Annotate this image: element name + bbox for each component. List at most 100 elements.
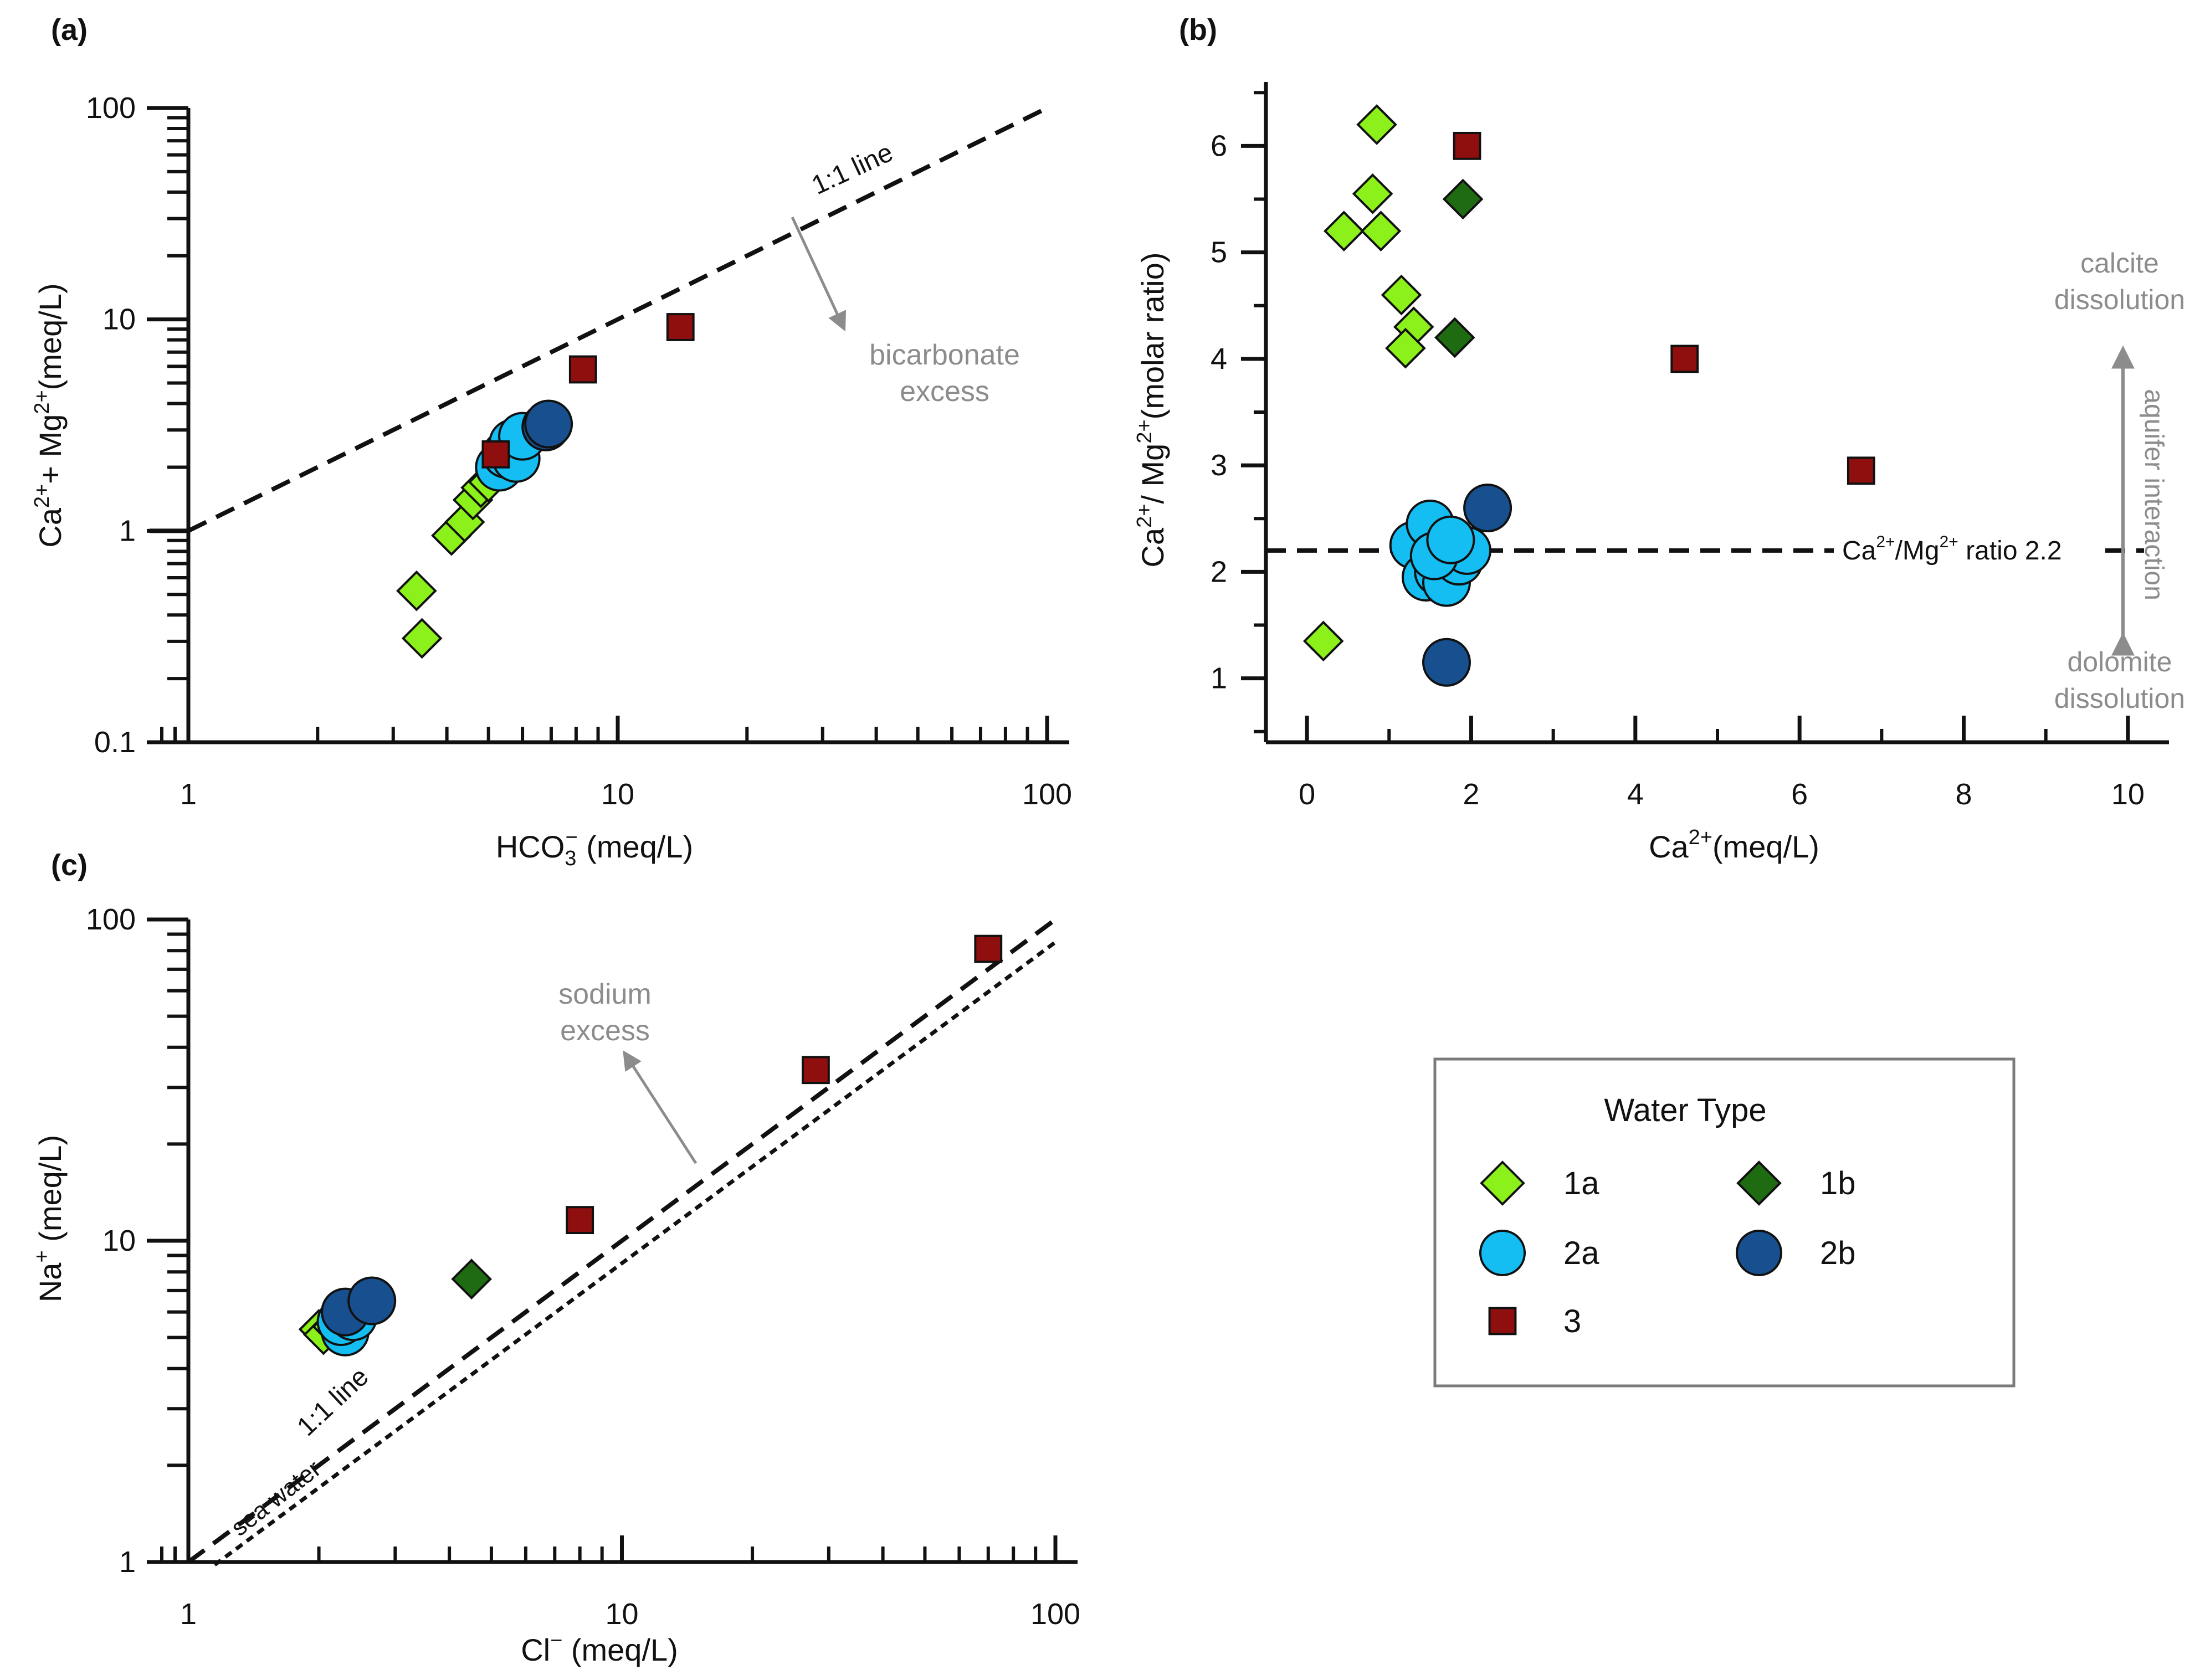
panel-b-label: (b)	[1179, 13, 1217, 47]
panel-b-x-axis-label: Ca2+(meq/L)	[1649, 826, 1819, 864]
x-tick-label: 10	[605, 1597, 638, 1631]
y-tick-label: 100	[86, 903, 136, 936]
point-1b	[1434, 317, 1475, 358]
panel-a-axes: 1 10 100 0.1 1 10 100	[86, 91, 1072, 811]
x-tick-label: 10	[601, 778, 634, 811]
point-1a	[1356, 104, 1397, 145]
legend-label-3: 3	[1563, 1303, 1581, 1339]
point-3	[566, 1206, 594, 1235]
point-3	[802, 1056, 830, 1085]
panel-b-x-label-main: Ca	[1649, 829, 1689, 864]
panel-c: (c) 1 10 100 1 10 100 1:1 line sea water sodi…	[30, 849, 1080, 1667]
y-tick-label: 10	[102, 303, 136, 336]
x-tick-label: 10	[2111, 778, 2145, 811]
legend-marker-2b	[1736, 1230, 1782, 1276]
y-tick-label: 4	[1211, 342, 1227, 376]
reference-line-1-1-line	[187, 917, 1057, 1564]
legend-label-2a: 2a	[1563, 1235, 1599, 1271]
point-1a	[1381, 274, 1422, 316]
point-2b	[524, 399, 573, 449]
label-part: Ca	[33, 507, 68, 547]
legend: Water Type 1a 1b 2a 2b 3	[1433, 1057, 2016, 1388]
point-2b	[347, 1276, 397, 1325]
panel-b-calcite-annotation: calcite dissolution	[2054, 248, 2185, 315]
label-part: Ca	[1842, 536, 1876, 566]
legend-label-2b: 2b	[1820, 1235, 1856, 1271]
label-part: + Mg	[33, 414, 68, 484]
y-tick-label: 10	[102, 1224, 136, 1257]
panel-c-points	[298, 934, 1003, 1357]
point-1a	[1302, 620, 1344, 662]
x-tick-label: 1	[180, 1597, 197, 1631]
legend-marker-2a	[1479, 1230, 1526, 1276]
panel-a-points	[396, 313, 695, 659]
legend-title: Water Type	[1604, 1092, 1766, 1128]
panel-c-x-label-sup: −	[550, 1629, 562, 1652]
y-tick-label: 0.1	[94, 726, 136, 759]
y-tick-label: 1	[1211, 662, 1227, 695]
point-3	[666, 313, 695, 341]
point-1a	[401, 618, 443, 659]
panel-b-aquifer-interaction-label: aquifer interaction	[2139, 389, 2168, 600]
legend-label-1b: 1b	[1820, 1165, 1856, 1201]
legend-marker-3	[1488, 1307, 1517, 1335]
point-3	[568, 355, 597, 384]
point-3	[1847, 456, 1875, 485]
panel-c-label: (c)	[51, 849, 88, 882]
panel-a-bicarbonate-excess-annotation: bicarbonate excess	[791, 216, 1020, 408]
label-part: 2+	[1133, 419, 1156, 443]
y-tick-label: 6	[1211, 129, 1227, 162]
panel-b-dolomite-annotation: dolomite dissolution	[2054, 646, 2185, 714]
legend-items: 1a 1b 2a 2b 3	[1479, 1160, 1856, 1339]
panel-a-label: (a)	[51, 13, 88, 47]
point-1b	[1442, 178, 1484, 220]
y-tick-label: 100	[86, 91, 136, 125]
point-2a	[1426, 515, 1475, 564]
panel-a-annotation-line-2: excess	[900, 376, 989, 408]
panel-a-x-label-sub: 3	[565, 847, 576, 870]
point-1b	[451, 1258, 492, 1299]
panel-c-annotation-line-2: excess	[560, 1015, 650, 1047]
y-tick-label: 1	[119, 1545, 136, 1579]
panel-c-reference-lines	[187, 917, 1057, 1566]
panel-a: (a) 1 10 100 0.1 1 10 100 1:1 line bicarbonate…	[30, 13, 1072, 870]
label-part: 2+	[1133, 504, 1156, 528]
panel-a-x-axis-label: HCO3− (meq/L)	[496, 826, 693, 870]
label-part: 2+	[30, 484, 54, 508]
panel-a-one-to-one-label: 1:1 line	[807, 138, 898, 201]
y-tick-label: 2	[1211, 555, 1227, 588]
panel-c-x-axis-label: Cl− (meq/L)	[521, 1629, 678, 1667]
label-part: (meq/L)	[33, 1135, 68, 1251]
panel-c-y-axis-label: Na+ (meq/L)	[30, 1135, 68, 1302]
panel-b-x-label-unit: (meq/L)	[1712, 829, 1819, 864]
point-3	[974, 934, 1003, 963]
x-tick-label: 1	[180, 778, 197, 811]
panel-a-y-axis-label: Ca2++ Mg2+(meq/L)	[30, 283, 68, 547]
legend-label-1a: 1a	[1563, 1165, 1599, 1201]
reference-line-sea-water	[213, 941, 1057, 1566]
point-1a	[396, 570, 437, 612]
point-1a	[1385, 327, 1426, 369]
panel-c-sea-water-label: sea water	[226, 1455, 326, 1542]
panel-a-annotation-arrow	[791, 216, 847, 332]
panel-b-calcite-line-2: dissolution	[2054, 284, 2185, 315]
panel-b-dolomite-line-1: dolomite	[2068, 646, 2172, 677]
reference-line-1-1-line	[187, 106, 1048, 533]
panel-c-sodium-excess-annotation: sodium excess	[558, 978, 698, 1164]
point-3	[1670, 345, 1699, 373]
panel-a-x-label-sup: −	[565, 826, 577, 849]
panel-b-x-label-sup: 2+	[1689, 826, 1712, 849]
label-part: Ca	[1135, 527, 1170, 567]
panel-a-x-label-main: HCO	[496, 829, 565, 864]
y-tick-label: 1	[119, 514, 136, 547]
panel-c-x-label-main: Cl	[521, 1632, 550, 1667]
panel-b-y-axis-label: Ca2+/ Mg2+(molar ratio)	[1133, 253, 1170, 568]
legend-marker-1b	[1736, 1160, 1782, 1206]
panel-c-annotation-arrow	[623, 1050, 698, 1164]
legend-marker-1a	[1480, 1160, 1525, 1206]
label-part: (meq/L)	[33, 283, 68, 390]
panel-a-annotation-line-1: bicarbonate	[869, 339, 1020, 371]
panel-c-axes: 1 10 100 1 10 100	[86, 903, 1080, 1631]
